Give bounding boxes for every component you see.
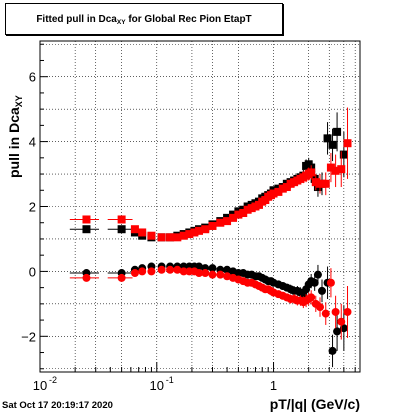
data-point-square bbox=[138, 228, 147, 237]
data-point-circle bbox=[310, 278, 319, 287]
data-point-square bbox=[331, 166, 340, 175]
data-point-circle bbox=[173, 265, 182, 274]
data-point-square bbox=[185, 230, 194, 239]
data-point-square bbox=[311, 178, 320, 187]
data-point-square bbox=[333, 127, 342, 136]
data-point-circle bbox=[82, 273, 91, 282]
data-point-circle bbox=[333, 327, 342, 336]
data-point-circle bbox=[326, 278, 335, 287]
data-point-circle bbox=[208, 270, 217, 279]
data-point-square bbox=[117, 225, 126, 234]
data-point-square bbox=[234, 210, 243, 219]
data-point-square bbox=[321, 179, 330, 188]
y-axis-label: pull in DcaXY bbox=[6, 95, 24, 178]
data-point-square bbox=[323, 134, 332, 143]
y-tick-label: −2 bbox=[21, 329, 36, 344]
chart-title-rest: for Global Rec Pion EtapT bbox=[125, 13, 252, 25]
x-tick-exponent: -1 bbox=[166, 375, 174, 385]
data-point-circle bbox=[328, 346, 337, 355]
data-point-circle bbox=[321, 309, 330, 318]
data-point-square bbox=[82, 225, 91, 234]
data-point-circle bbox=[313, 270, 322, 279]
x-tick-label: 10 bbox=[33, 378, 47, 393]
data-point-square bbox=[179, 231, 188, 240]
data-point-square bbox=[343, 139, 352, 148]
data-point-circle bbox=[307, 293, 316, 302]
y-axis-label-subscript: XY bbox=[14, 95, 24, 107]
data-point-square bbox=[117, 215, 126, 224]
data-point-square bbox=[201, 225, 210, 234]
data-point-square bbox=[326, 163, 335, 172]
timestamp: Sat Oct 17 20:19:17 2020 bbox=[2, 400, 113, 411]
data-point-circle bbox=[138, 267, 147, 276]
data-point-circle bbox=[201, 269, 210, 278]
data-point-square bbox=[328, 140, 337, 149]
chart-title: Fitted pull in Dca XY for Global Rec Pion… bbox=[5, 3, 283, 35]
data-point-circle bbox=[343, 307, 352, 316]
data-point-circle bbox=[195, 269, 204, 278]
data-point-circle bbox=[179, 267, 188, 276]
data-point-circle bbox=[337, 317, 346, 326]
y-tick-label: 6 bbox=[29, 70, 36, 85]
data-point-square bbox=[82, 215, 91, 224]
x-tick-label: 10 bbox=[150, 378, 164, 393]
data-point-square bbox=[208, 221, 217, 230]
data-point-circle bbox=[316, 303, 325, 312]
data-point-square bbox=[190, 228, 199, 237]
data-point-square bbox=[243, 205, 252, 214]
data-point-square bbox=[166, 233, 175, 242]
data-point-square bbox=[316, 179, 325, 188]
data-point-circle bbox=[318, 286, 327, 295]
data-point-circle bbox=[166, 265, 175, 274]
y-tick-label: 2 bbox=[29, 200, 36, 215]
data-point-square bbox=[337, 165, 346, 174]
x-axis-label: pT/|q| (GeV/c) bbox=[269, 396, 360, 412]
data-point-square bbox=[274, 187, 283, 196]
data-point-circle bbox=[339, 324, 348, 333]
data-point-circle bbox=[157, 265, 166, 274]
data-point-circle bbox=[331, 307, 340, 316]
y-tick-label: 4 bbox=[29, 135, 36, 150]
data-point-square bbox=[173, 233, 182, 242]
x-tick-exponent: -2 bbox=[49, 375, 57, 385]
data-point-circle bbox=[130, 269, 139, 278]
y-axis-label-main: pull in Dca bbox=[6, 107, 22, 178]
x-tick-label: 1 bbox=[270, 378, 277, 393]
data-point-square bbox=[239, 208, 248, 217]
data-point-square bbox=[147, 231, 156, 240]
data-point-square bbox=[229, 213, 238, 222]
data-point-square bbox=[278, 184, 287, 193]
plot-frame-border bbox=[39, 40, 361, 373]
data-point-square bbox=[339, 150, 348, 159]
data-point-square bbox=[223, 217, 232, 226]
data-point-square bbox=[269, 189, 278, 198]
y-tick-label: 0 bbox=[29, 264, 36, 279]
chart-title-main: Fitted pull in Dca bbox=[36, 13, 117, 25]
data-point-square bbox=[307, 168, 316, 177]
svg-text:pull in DcaXY: pull in DcaXY bbox=[6, 95, 24, 178]
data-point-square bbox=[216, 218, 225, 227]
data-point-circle bbox=[208, 264, 217, 273]
data-point-square bbox=[195, 226, 204, 235]
chart-title-subscript: XY bbox=[116, 18, 126, 26]
data-point-square bbox=[157, 233, 166, 242]
data-point-circle bbox=[216, 270, 225, 279]
data-point-square bbox=[130, 225, 139, 234]
data-point-circle bbox=[147, 267, 156, 276]
data-point-circle bbox=[117, 273, 126, 282]
